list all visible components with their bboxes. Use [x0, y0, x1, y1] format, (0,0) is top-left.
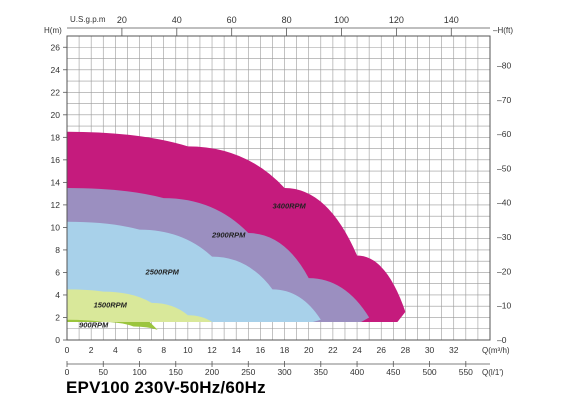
curve-label: 900RPM — [79, 321, 109, 330]
left-tick-label: 6 — [55, 267, 60, 277]
right-tick-label: –30 — [497, 232, 511, 242]
bottom2-tick-label: 0 — [65, 367, 70, 377]
bottom-tick-label: 8 — [161, 345, 166, 355]
left-tick-label: 26 — [51, 42, 61, 52]
left-tick-label: 0 — [55, 335, 60, 345]
bottom2-tick-label: 100 — [132, 367, 146, 377]
bottom2-tick-label: 200 — [205, 367, 219, 377]
right-tick-label: –80 — [497, 60, 511, 70]
top-tick-label: 20 — [117, 15, 127, 25]
left-tick-label: 10 — [51, 222, 61, 232]
right-axis-label: –H(ft) — [493, 26, 513, 35]
bottom2-tick-label: 550 — [459, 367, 473, 377]
bottom-axis-label: Q(m³/h) — [482, 346, 510, 355]
curve-900rpm — [67, 319, 158, 330]
bottom-tick-label: 20 — [304, 345, 314, 355]
bottom2-tick-label: 50 — [99, 367, 109, 377]
right-tick-label: –70 — [497, 95, 511, 105]
top-tick-label: 40 — [172, 15, 182, 25]
top-tick-label: 100 — [334, 15, 349, 25]
top-tick-label: 140 — [444, 15, 459, 25]
left-tick-label: 14 — [51, 177, 61, 187]
curve-label: 3400RPM — [272, 201, 306, 210]
curve-labels: 3400RPM 2900RPM 2500RPM 1500RPM 900RPM — [79, 201, 306, 329]
bottom-tick-label: 32 — [449, 345, 459, 355]
curve-label: 2500RPM — [145, 268, 180, 277]
chart-axes: 02468101214161820222426–0–10–20–30–40–50… — [44, 15, 513, 377]
bottom-tick-label: 26 — [376, 345, 386, 355]
bottom-tick-label: 10 — [183, 345, 193, 355]
bottom2-tick-label: 250 — [241, 367, 255, 377]
bottom2-tick-label: 150 — [169, 367, 183, 377]
left-tick-label: 16 — [51, 155, 61, 165]
bottom2-tick-label: 450 — [386, 367, 400, 377]
bottom-tick-label: 30 — [425, 345, 435, 355]
left-tick-label: 22 — [51, 87, 61, 97]
bottom-tick-label: 2 — [89, 345, 94, 355]
bottom2-tick-label: 300 — [277, 367, 291, 377]
bottom-tick-label: 14 — [231, 345, 241, 355]
curve-1500rpm — [67, 289, 213, 330]
bottom2-tick-label: 500 — [422, 367, 436, 377]
left-tick-label: 2 — [55, 312, 60, 322]
right-tick-label: –50 — [497, 163, 511, 173]
bottom-tick-label: 6 — [137, 345, 142, 355]
bottom-tick-label: 28 — [401, 345, 411, 355]
plot-frame — [66, 35, 491, 341]
bottom-tick-label: 24 — [352, 345, 362, 355]
bottom2-axis-label: Q(l/1') — [482, 368, 504, 377]
top-tick-label: 80 — [282, 15, 292, 25]
bottom-tick-label: 22 — [328, 345, 338, 355]
right-tick-label: –10 — [497, 301, 511, 311]
right-tick-label: –60 — [497, 129, 511, 139]
chart-caption: EPV100 230V-50Hz/60Hz — [66, 378, 266, 397]
bottom-tick-label: 0 — [65, 345, 70, 355]
bottom-tick-label: 4 — [113, 345, 118, 355]
top-tick-label: 120 — [389, 15, 404, 25]
left-tick-label: 4 — [55, 290, 60, 300]
right-tick-label: –40 — [497, 198, 511, 208]
bottom2-tick-label: 400 — [350, 367, 364, 377]
bottom-tick-label: 12 — [207, 345, 217, 355]
curve-label: 1500RPM — [94, 300, 128, 309]
right-tick-label: –20 — [497, 266, 511, 276]
left-axis-label: H(m) — [44, 26, 62, 35]
right-tick-label: –0 — [497, 335, 507, 345]
top-tick-label: 60 — [227, 15, 237, 25]
bottom-tick-label: 16 — [256, 345, 266, 355]
pump-curves — [67, 131, 406, 330]
left-tick-label: 8 — [55, 245, 60, 255]
bottom-tick-label: 18 — [280, 345, 290, 355]
curve-label: 2900RPM — [211, 231, 246, 240]
top-axis-label: U.S.g.p.m — [70, 15, 106, 24]
left-tick-label: 18 — [51, 132, 61, 142]
left-tick-label: 12 — [51, 200, 61, 210]
bottom2-tick-label: 350 — [314, 367, 328, 377]
left-tick-label: 24 — [51, 65, 61, 75]
left-tick-label: 20 — [51, 110, 61, 120]
